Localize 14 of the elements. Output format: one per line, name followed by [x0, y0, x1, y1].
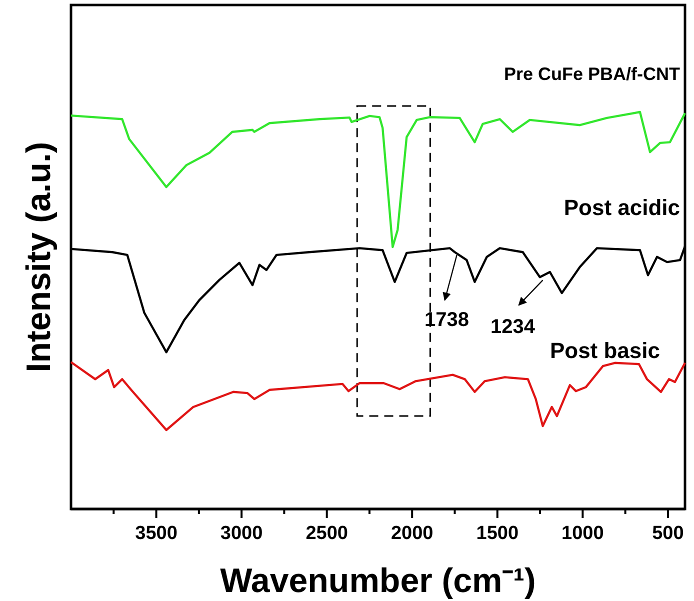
x-tick-label: 3500 [135, 522, 178, 544]
x-tick-label: 1000 [562, 522, 604, 544]
x-axis-title: Wavenumber (cm⁻¹) [220, 562, 536, 600]
x-tick-label: 500 [652, 522, 684, 544]
y-axis-title: Intensity (a.u.) [20, 142, 58, 372]
x-tick-label: 1500 [476, 522, 519, 544]
x-tick-label: 3000 [220, 522, 263, 544]
series-label: Post basic [550, 338, 660, 363]
annotation: 1738 [424, 309, 470, 332]
x-tick-label: 2500 [306, 522, 348, 544]
series-label: Pre CuFe PBA/f-CNT [504, 64, 680, 84]
series-label: Post acidic [564, 195, 680, 220]
annotation: 1234 [490, 316, 536, 338]
x-tick-label: 2000 [390, 522, 434, 544]
